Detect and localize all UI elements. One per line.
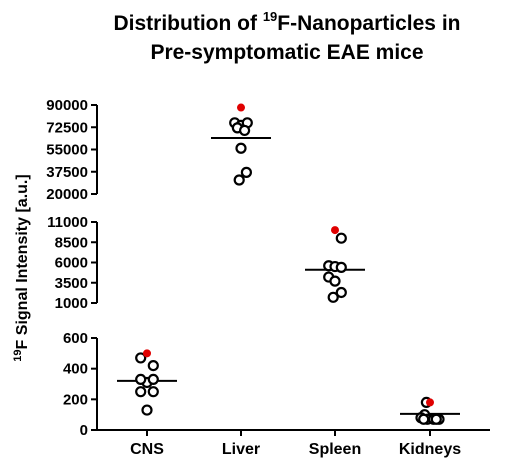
axes: 0 200 400 600 1000 3500 6000 8500 11000 20000 3750…: [46, 97, 490, 439]
data-point-cns: [141, 404, 153, 416]
y-tick-label: 3500: [55, 275, 88, 292]
data-point-cns: [135, 373, 147, 385]
x-tick-label-cns: CNS: [130, 441, 164, 458]
y-tick-label: 37500: [46, 164, 88, 181]
y-tick-label: 400: [63, 361, 88, 378]
data-point-liver: [235, 142, 247, 154]
chart-title-line1: Distribution of 19F-Nanoparticles in: [114, 9, 461, 35]
data-point-liver: [233, 174, 245, 186]
data-point-liver: [240, 166, 252, 178]
data-point-spleen: [335, 286, 347, 299]
data-point-liver: [239, 124, 251, 137]
data-point-spleen: [327, 291, 339, 303]
y-tick-label: 72500: [46, 119, 88, 136]
data-point-cns: [147, 373, 159, 385]
highlight-point-liver: [237, 103, 245, 112]
data-point-spleen: [335, 261, 347, 273]
y-tick-label: 11000: [47, 214, 88, 231]
data-point-cns: [135, 352, 147, 364]
data-point-spleen: [335, 232, 347, 244]
y-tick-label: 55000: [46, 142, 88, 159]
y-tick-label: 6000: [55, 255, 88, 272]
y-tick-label: 0: [80, 422, 88, 439]
y-tick-label: 200: [63, 391, 88, 408]
data-point-spleen: [329, 275, 341, 287]
data-point-cns: [147, 360, 159, 372]
data-point-cns: [147, 386, 159, 398]
data-point-cns: [135, 386, 147, 398]
x-tick-label-kidneys: Kidneys: [399, 441, 461, 458]
y-tick-label: 20000: [46, 186, 88, 203]
data-point-kidneys: [430, 413, 442, 425]
data-point-kidneys: [418, 413, 430, 425]
y-tick-label: 8500: [55, 234, 88, 251]
data-points: [135, 103, 445, 425]
y-tick-label: 90000: [46, 97, 88, 114]
x-axis-categories: CNS Liver Spleen Kidneys: [130, 430, 461, 458]
y-tick-label: 600: [63, 330, 88, 347]
y-tick-label: 1000: [55, 295, 88, 312]
y-axis-label: 19F Signal Intensity [a.u.]: [12, 174, 31, 361]
x-tick-label-liver: Liver: [222, 441, 260, 458]
highlight-point-kidneys: [426, 398, 434, 407]
x-tick-label-spleen: Spleen: [309, 441, 361, 458]
mean-lines: [117, 137, 460, 415]
highlight-point-spleen: [331, 226, 339, 235]
chart-title-line2: Pre-symptomatic EAE mice: [150, 41, 423, 64]
highlight-point-cns: [143, 349, 151, 358]
